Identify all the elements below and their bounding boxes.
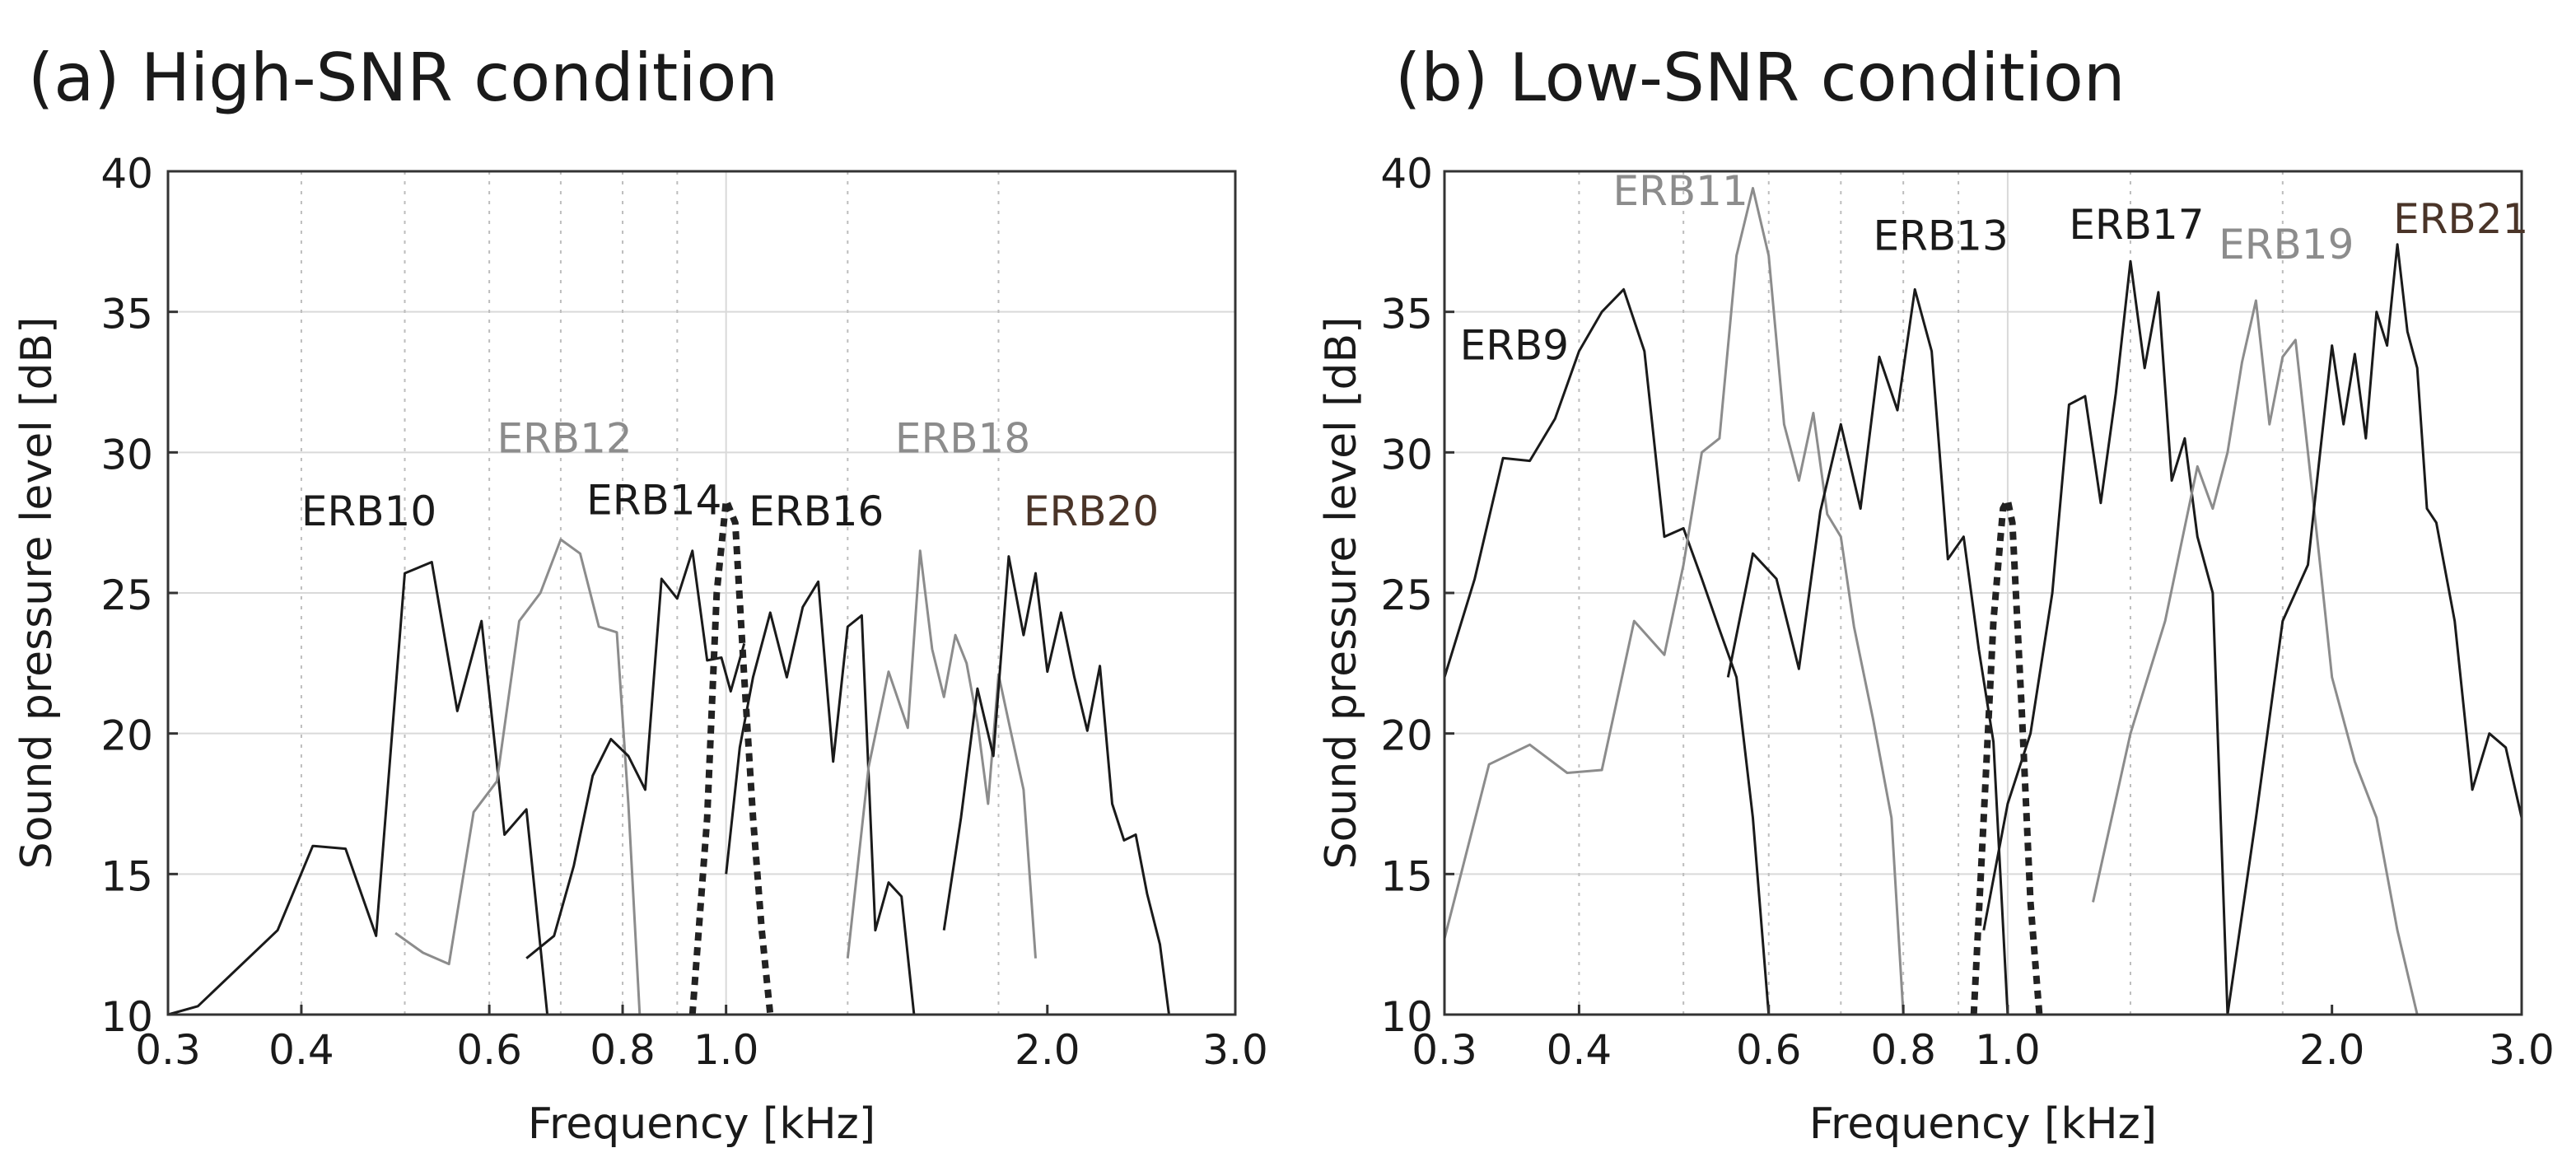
x-tick-label-2: 0.6 [1736,1026,1802,1074]
series-annotation-erb20: ERB20 [1024,488,1159,535]
chart-panel-1: 10 15 20 25 30 35 40 0.3 0.4 0.6 0.8 1.0 2.0 3.0 Frequ… [1317,150,2555,1149]
series-line-erb17 [1982,259,2229,1015]
y-tick-label-4: 30 [100,431,153,478]
x-tick-label-2: 0.6 [456,1026,522,1074]
series-annotation-erb10: ERB10 [301,488,436,535]
x-tick-label-6: 3.0 [2489,1026,2555,1074]
target-spectrum-dashed-line [688,497,774,1015]
series-annotation-erb11: ERB11 [1613,167,1748,215]
x-tick-label-3: 0.8 [1870,1026,1936,1074]
series-line-erb12 [394,538,642,1015]
x-axis-label: Frequency [kHz] [528,1099,875,1149]
series-line-erb19 [2092,299,2419,1015]
series-line-erb14 [525,549,746,959]
series-line-erb18 [846,549,1037,959]
series-annotation-erb16: ERB16 [749,488,884,535]
x-tick-label-0: 0.3 [135,1026,201,1074]
series-annotation-erb18: ERB18 [895,414,1030,462]
y-tick-label-3: 25 [100,572,153,619]
series-line-erb20 [942,555,1170,1015]
series-annotation-erb9: ERB9 [1460,322,1569,370]
series-annotation-erb17: ERB17 [2069,201,2204,249]
series-line-erb13 [1726,287,2009,1015]
panel-a-title: (a) High-SNR condition [28,40,779,116]
x-tick-label-4: 1.0 [1975,1026,2041,1074]
x-tick-label-5: 2.0 [1015,1026,1080,1074]
y-tick-label-5: 35 [100,291,153,338]
series-line-erb11 [1443,187,1905,1015]
y-tick-label-5: 35 [1380,291,1433,338]
chart-panel-0: 10 15 20 25 30 35 40 0.3 0.4 0.6 0.8 1.0 2.0 3.0 Frequ… [12,150,1268,1149]
x-tick-label-1: 0.4 [268,1026,334,1074]
series-line-erb21 [2226,243,2523,1015]
x-tick-label-3: 0.8 [590,1026,656,1074]
x-tick-label-6: 3.0 [1202,1026,1268,1074]
x-tick-label-5: 2.0 [2299,1026,2365,1074]
series-line-erb10 [167,561,549,1016]
y-axis-label: Sound pressure level [dB] [1317,317,1366,870]
y-tick-label-6: 40 [100,150,153,198]
y-tick-label-4: 30 [1380,431,1433,478]
target-spectrum-dashed-line [1970,497,2043,1015]
x-tick-label-0: 0.3 [1412,1026,1477,1074]
y-tick-label-0: 10 [1380,993,1433,1041]
x-tick-label-4: 1.0 [693,1026,759,1074]
series-annotation-erb14: ERB14 [586,476,721,524]
y-tick-label-0: 10 [100,993,153,1041]
y-tick-label-6: 40 [1380,150,1433,198]
panel-b-title: (b) Low-SNR condition [1395,40,2126,116]
y-tick-label-3: 25 [1380,572,1433,619]
series-annotation-erb21: ERB21 [2393,195,2528,243]
x-axis-label: Frequency [kHz] [1809,1099,2157,1149]
x-tick-label-1: 0.4 [1547,1026,1612,1074]
y-tick-label-2: 20 [1380,712,1433,760]
series-annotation-erb12: ERB12 [497,414,632,462]
series-line-erb16 [725,580,916,1015]
y-tick-label-1: 15 [100,852,153,900]
series-annotation-erb13: ERB13 [1874,212,2009,260]
series-line-erb9 [1443,287,1771,1015]
series-annotation-erb19: ERB19 [2219,221,2354,268]
y-tick-label-2: 20 [100,712,153,760]
y-axis-label: Sound pressure level [dB] [12,317,62,870]
y-tick-label-1: 15 [1380,852,1433,900]
